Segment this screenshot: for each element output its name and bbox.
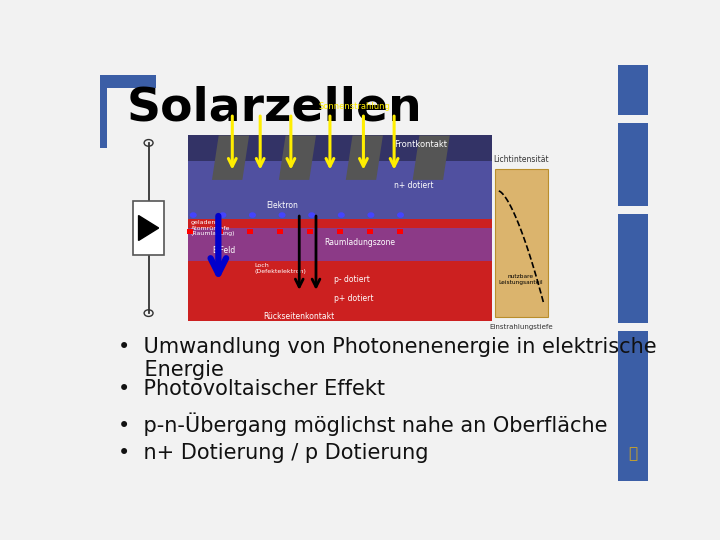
Polygon shape xyxy=(413,136,450,180)
Bar xyxy=(100,75,156,87)
Bar xyxy=(307,228,312,234)
Bar xyxy=(367,228,373,234)
Bar xyxy=(618,331,648,481)
Bar xyxy=(188,136,492,161)
Text: Raumladungszone: Raumladungszone xyxy=(325,238,395,247)
Text: nutzbare
Leistungsanteil: nutzbare Leistungsanteil xyxy=(499,274,544,285)
Polygon shape xyxy=(138,215,158,240)
Polygon shape xyxy=(346,136,383,180)
Text: geladene
Atomrümpfe
(Raumladung): geladene Atomrümpfe (Raumladung) xyxy=(191,220,235,237)
Text: E-Feld: E-Feld xyxy=(212,246,235,255)
Circle shape xyxy=(368,213,374,217)
Circle shape xyxy=(338,213,344,217)
Text: Rückseitenkontakt: Rückseitenkontakt xyxy=(264,312,335,321)
Circle shape xyxy=(397,213,403,217)
Bar xyxy=(618,214,648,322)
Circle shape xyxy=(220,213,225,217)
Text: Solarzellen: Solarzellen xyxy=(126,86,422,131)
Text: Sonnenstrahlung: Sonnenstrahlung xyxy=(319,103,391,111)
Bar xyxy=(618,123,648,206)
Circle shape xyxy=(309,213,315,217)
Circle shape xyxy=(191,213,196,217)
Text: Lichtintensität: Lichtintensität xyxy=(493,155,549,164)
Bar xyxy=(188,228,492,261)
Bar xyxy=(247,228,253,234)
Bar xyxy=(277,228,283,234)
Text: •  Photovoltaischer Effekt: • Photovoltaischer Effekt xyxy=(118,379,385,399)
Polygon shape xyxy=(279,136,316,180)
Text: p- dotiert: p- dotiert xyxy=(333,275,369,285)
Bar xyxy=(397,228,402,234)
Bar xyxy=(188,219,492,321)
Text: p+ dotiert: p+ dotiert xyxy=(333,294,373,303)
Text: n+ dotiert: n+ dotiert xyxy=(395,181,434,190)
Text: •  p-n-Übergang möglichst nahe an Oberfläche: • p-n-Übergang möglichst nahe an Oberflä… xyxy=(118,412,608,436)
Polygon shape xyxy=(212,136,249,180)
Circle shape xyxy=(279,213,285,217)
Bar xyxy=(188,136,492,250)
Text: •  n+ Dotierung / p Dotierung: • n+ Dotierung / p Dotierung xyxy=(118,443,428,463)
Bar xyxy=(495,169,547,317)
Text: Frontkontakt: Frontkontakt xyxy=(395,140,447,149)
Text: •  Umwandlung von Photonenenergie in elektrische
    Energie: • Umwandlung von Photonenenergie in elek… xyxy=(118,337,657,380)
Bar xyxy=(100,75,107,148)
Bar xyxy=(618,65,648,114)
Text: 🔊: 🔊 xyxy=(629,446,637,461)
Circle shape xyxy=(250,213,256,217)
Bar xyxy=(133,201,164,255)
Text: Elektron: Elektron xyxy=(266,201,299,210)
Bar xyxy=(217,228,222,234)
Bar xyxy=(187,228,193,234)
Bar xyxy=(337,228,343,234)
Text: Loch
(Defektelektron): Loch (Defektelektron) xyxy=(255,264,307,274)
Text: Einstrahlungstiefe: Einstrahlungstiefe xyxy=(490,325,553,330)
